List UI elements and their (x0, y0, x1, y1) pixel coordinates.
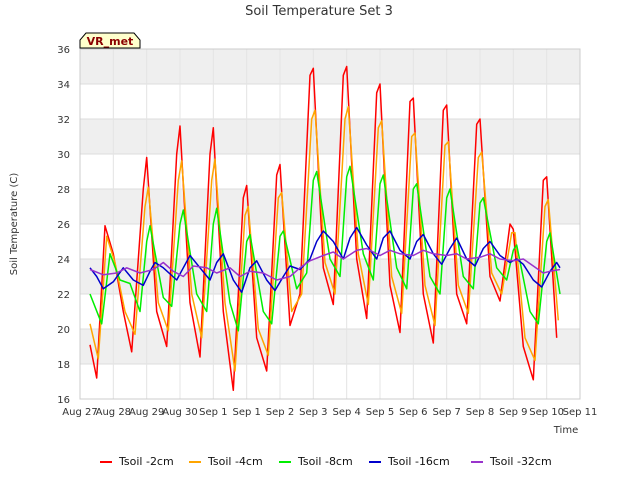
series-line-4 (89, 247, 561, 281)
series-line-3 (89, 226, 561, 294)
legend-label-0: Tsoil -2cm (118, 455, 174, 468)
legend-label-4: Tsoil -32cm (489, 455, 552, 468)
series-lines (89, 65, 561, 392)
x-tick-label: Aug 28 (96, 407, 131, 418)
chart-title: Soil Temperature Set 3 (245, 4, 393, 19)
x-tick-label: Sep 9 (499, 407, 527, 418)
badge-shape (79, 32, 141, 49)
plot-band (80, 119, 580, 154)
legend-label-2: Tsoil -8cm (297, 455, 353, 468)
legend-label-1: Tsoil -4cm (207, 455, 263, 468)
x-tick-label: Sep 1 (232, 407, 260, 418)
plot-frame (79, 48, 581, 400)
y-tick-label: 36 (57, 45, 70, 56)
y-tick-label: 32 (57, 115, 70, 126)
x-tick-label: Sep 6 (399, 407, 427, 418)
y-tick-label: 24 (57, 255, 70, 266)
y-tick-label: 20 (57, 325, 70, 336)
series-line-1 (89, 105, 560, 372)
y-axis-label: Soil Temperature (C) (9, 173, 20, 276)
x-axis-label: Time (553, 425, 578, 436)
y-tick-label: 22 (57, 290, 70, 301)
x-tick-label: Sep 4 (332, 407, 360, 418)
x-tick-label: Sep 1 (199, 407, 227, 418)
x-tick-label: Aug 27 (62, 407, 97, 418)
station-badge: VR_met (79, 32, 141, 49)
x-tick-label: Sep 7 (432, 407, 460, 418)
badge-label: VR_met (87, 35, 134, 48)
legend: Tsoil -2cm Tsoil -4cm Tsoil -8cm Tsoil -16c… (100, 455, 552, 468)
y-tick-label: 30 (57, 150, 70, 161)
legend-label-3: Tsoil -16cm (387, 455, 450, 468)
x-tick-label: Sep 10 (529, 407, 564, 418)
y-tick-label: 28 (57, 185, 70, 196)
x-tick-label: Sep 5 (366, 407, 394, 418)
x-tick-label: Sep 3 (299, 407, 327, 418)
y-tick-label: 26 (57, 220, 70, 231)
x-tick-label: Aug 30 (162, 407, 197, 418)
x-tick-label: Sep 11 (563, 407, 598, 418)
plot-band (80, 329, 580, 364)
y-tick-label: 34 (57, 80, 70, 91)
x-tick-label: Sep 8 (466, 407, 494, 418)
plot-band (80, 49, 580, 84)
plot-band (80, 189, 580, 224)
x-tick-label: Aug 29 (129, 407, 164, 418)
series-line-0 (89, 65, 558, 392)
y-tick-label: 16 (57, 395, 70, 406)
y-axis-ticks: 16 18 20 22 24 26 28 30 32 34 36 (57, 45, 70, 406)
y-tick-label: 18 (57, 360, 70, 371)
x-tick-label: Sep 2 (266, 407, 294, 418)
